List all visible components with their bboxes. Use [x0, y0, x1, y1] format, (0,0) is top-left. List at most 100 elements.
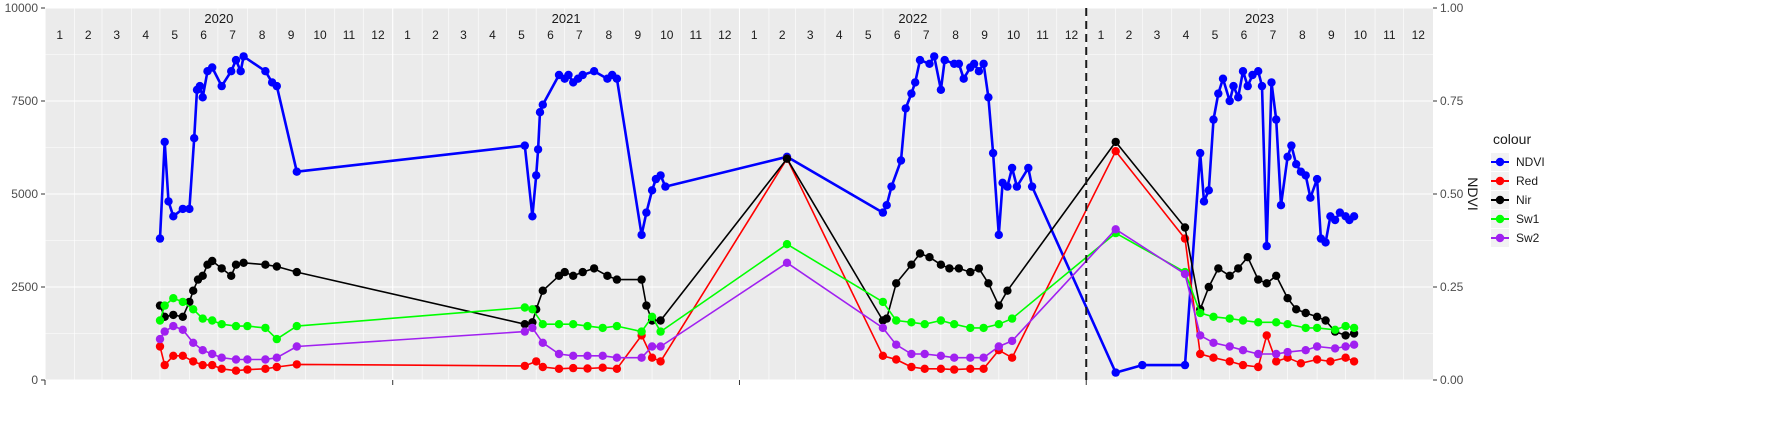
- point-sw1: [994, 320, 1003, 329]
- point-nir: [882, 314, 891, 323]
- point-ndvi: [925, 59, 934, 68]
- year-labels: 2020 2021 2022 2023: [204, 11, 1274, 26]
- series-layer: [155, 52, 1359, 377]
- point-nir: [178, 312, 187, 321]
- point-nir: [1262, 279, 1271, 288]
- point-sw2: [1254, 349, 1263, 359]
- point-ndvi: [1262, 241, 1271, 251]
- point-ndvi: [878, 208, 888, 217]
- point-sw2: [1238, 346, 1248, 355]
- point-nir: [603, 271, 612, 280]
- y-left-tick-label: 10000: [5, 1, 39, 15]
- point-nir: [1225, 271, 1234, 280]
- point-sw1: [1283, 320, 1292, 329]
- point-sw2: [1196, 331, 1205, 340]
- grid-major: [44, 7, 1433, 381]
- point-nir: [915, 249, 925, 258]
- point-sw1: [966, 323, 975, 333]
- point-nir: [261, 260, 270, 269]
- point-ndvi: [1214, 89, 1223, 98]
- point-nir: [1321, 316, 1330, 325]
- month-label: 12: [718, 28, 732, 42]
- point-nir: [578, 267, 587, 277]
- month-label: 12: [1065, 28, 1079, 42]
- month-label: 5: [1212, 28, 1219, 42]
- point-ndvi: [936, 85, 946, 95]
- point-sw1: [907, 318, 916, 327]
- point-ndvi: [272, 81, 281, 91]
- point-nir: [984, 279, 993, 288]
- point-sw1: [598, 323, 607, 333]
- legend-label: NDVI: [1516, 155, 1545, 169]
- month-label: 5: [171, 28, 178, 42]
- point-sw1: [208, 316, 217, 325]
- point-sw2: [1301, 346, 1310, 355]
- point-sw1: [1225, 314, 1234, 323]
- month-label: 2: [1126, 28, 1133, 42]
- point-nir: [1243, 253, 1252, 262]
- point-ndvi: [1330, 215, 1340, 225]
- point-red: [272, 362, 281, 372]
- point-sw1: [1007, 314, 1017, 323]
- point-nir: [954, 264, 964, 273]
- point-sw1: [583, 321, 592, 331]
- point-nir: [1283, 294, 1292, 303]
- point-sw1: [950, 320, 959, 329]
- point-red: [1254, 362, 1263, 372]
- point-ndvi: [1257, 81, 1267, 91]
- point-sw2: [782, 258, 792, 267]
- point-sw2: [950, 353, 959, 362]
- point-red: [243, 365, 252, 374]
- y-right-tick-label: 0.75: [1440, 94, 1464, 108]
- point-sw1: [520, 303, 529, 312]
- month-label: 6: [547, 28, 554, 42]
- point-sw1: [637, 327, 646, 336]
- point-nir: [994, 301, 1003, 310]
- point-sw2: [892, 340, 901, 349]
- point-ndvi: [1007, 163, 1017, 173]
- month-label: 8: [606, 28, 613, 42]
- point-red: [878, 351, 888, 360]
- month-label: 9: [634, 28, 641, 42]
- point-nir: [1111, 137, 1120, 147]
- point-sw2: [598, 351, 607, 360]
- legend-label: Red: [1516, 174, 1538, 188]
- point-red: [598, 363, 607, 372]
- point-ndvi: [1024, 163, 1033, 173]
- month-label: 10: [660, 28, 674, 42]
- month-label: 1: [404, 28, 411, 42]
- point-sw2: [1272, 349, 1281, 359]
- y-axis-right: 0.00 0.25 0.50 0.75 1.00: [1433, 1, 1464, 387]
- point-ndvi: [261, 67, 270, 76]
- month-label: 2: [432, 28, 439, 42]
- point-sw1: [1196, 308, 1205, 318]
- point-sw1: [1238, 316, 1248, 325]
- point-sw1: [1349, 323, 1359, 333]
- point-ndvi: [1196, 148, 1205, 158]
- point-nir: [272, 262, 281, 271]
- point-sw1: [538, 320, 547, 329]
- point-ndvi: [1180, 360, 1190, 370]
- x-axis: [44, 380, 1087, 385]
- point-red: [231, 366, 241, 375]
- point-sw2: [217, 353, 226, 362]
- point-ndvi: [969, 59, 979, 68]
- point-sw2: [231, 355, 241, 364]
- point-ndvi: [1312, 174, 1322, 184]
- point-sw1: [936, 316, 946, 325]
- point-red: [217, 364, 226, 373]
- month-label: 1: [56, 28, 63, 42]
- point-ndvi: [217, 81, 226, 91]
- point-sw2: [907, 349, 916, 359]
- point-nir: [1292, 305, 1301, 314]
- point-nir: [169, 310, 178, 320]
- point-nir: [1214, 264, 1223, 273]
- point-red: [1196, 349, 1205, 359]
- point-ndvi: [1012, 182, 1022, 191]
- point-nir: [656, 316, 665, 325]
- point-sw2: [528, 323, 537, 333]
- point-sw2: [538, 338, 547, 347]
- point-ndvi: [901, 104, 910, 113]
- point-sw1: [198, 314, 207, 323]
- month-label: 6: [1241, 28, 1248, 42]
